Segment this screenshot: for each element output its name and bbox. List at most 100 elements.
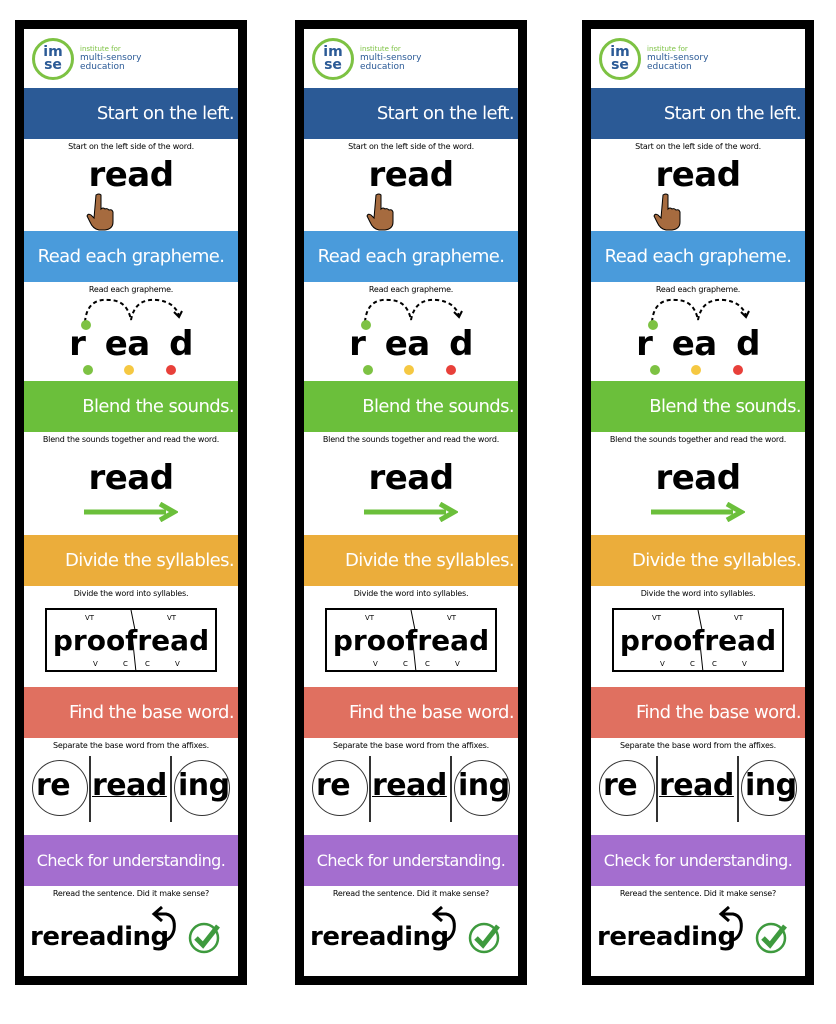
- grapheme: d: [169, 324, 193, 364]
- step-word: read: [655, 155, 741, 195]
- step-caption: Divide the word into syllables.: [353, 589, 469, 598]
- imse-logo: im se institute for multi-sensory education: [304, 29, 518, 88]
- grapheme-row: r ea d: [24, 324, 238, 364]
- sound-dot-yellow: [124, 365, 134, 375]
- reread-arrow-icon: [718, 905, 743, 942]
- imse-logo: im se institute for multi-sensory education: [24, 29, 238, 88]
- step-caption: Read each grapheme.: [368, 285, 454, 294]
- step-header-check: Check for understanding.: [304, 835, 518, 886]
- grapheme: ea: [104, 324, 151, 364]
- step-base-word: Separate the base word from the affixes.…: [591, 738, 805, 835]
- step-start-left: Start on the left side of the word. read: [24, 139, 238, 231]
- grapheme-row: r ea d: [304, 324, 518, 364]
- sound-dot-green: [363, 365, 373, 375]
- vowel-mark: V: [93, 660, 98, 668]
- logo-mark-bottom: se: [44, 56, 62, 73]
- step-header-base-word: Find the base word.: [304, 687, 518, 738]
- consonant-mark: C: [145, 660, 150, 668]
- prefix: re: [316, 768, 351, 803]
- step-base-word: Separate the base word from the affixes.…: [304, 738, 518, 835]
- step-header-blend: Blend the sounds.: [304, 381, 518, 432]
- step-header-blend: Blend the sounds.: [591, 381, 805, 432]
- syllable-word: proofread: [47, 624, 215, 657]
- syllable-type-mark: VT: [85, 614, 95, 622]
- step-word: rereading: [310, 922, 449, 952]
- syllable-box: VT VT proofread V C C V: [325, 608, 497, 672]
- step-header-graphemes: Read each grapheme.: [591, 231, 805, 282]
- step-header-start-left: Start on the left.: [591, 88, 805, 139]
- step-header-syllables: Divide the syllables.: [304, 535, 518, 586]
- syllable-type-mark: VT: [447, 614, 457, 622]
- suffix: ing: [745, 768, 797, 803]
- sound-dot-green: [83, 365, 93, 375]
- prefix-circle: [312, 760, 368, 816]
- step-start-left: Start on the left side of the word. read: [591, 139, 805, 231]
- bookmark-2: im se institute for multi-sensory education…: [295, 20, 527, 985]
- divider: [369, 756, 371, 822]
- step-syllables: Divide the word into syllables. VT VT pr…: [304, 586, 518, 687]
- consonant-mark: C: [712, 660, 717, 668]
- syllable-divider: [410, 610, 417, 672]
- right-arrow-icon: [84, 502, 178, 522]
- logo-mark: im se: [599, 37, 641, 80]
- step-header-start-left: Start on the left.: [24, 88, 238, 139]
- step-graphemes: Read each grapheme. r ea d: [591, 282, 805, 381]
- logo-line1: institute for: [647, 45, 688, 53]
- vowel-mark: V: [373, 660, 378, 668]
- step-header-graphemes: Read each grapheme.: [24, 231, 238, 282]
- grapheme: r: [349, 324, 366, 364]
- vowel-mark: V: [175, 660, 180, 668]
- base-word: read: [659, 768, 734, 803]
- logo-line3: education: [80, 62, 125, 72]
- step-header-check: Check for understanding.: [24, 835, 238, 886]
- grapheme: r: [636, 324, 653, 364]
- suffix: ing: [178, 768, 230, 803]
- step-word: read: [368, 155, 454, 195]
- step-caption: Blend the sounds together and read the w…: [609, 435, 787, 444]
- syllable-divider: [130, 610, 137, 672]
- sound-dot-yellow: [691, 365, 701, 375]
- step-word: read: [88, 458, 174, 498]
- reread-arrow-icon: [431, 905, 456, 942]
- step-syllables: Divide the word into syllables. VT VT pr…: [591, 586, 805, 687]
- step-caption: Reread the sentence. Did it make sense?: [619, 889, 777, 898]
- step-header-blend: Blend the sounds.: [24, 381, 238, 432]
- bookmark-1: im se institute for multi-sensory education…: [15, 20, 247, 985]
- vowel-mark: V: [660, 660, 665, 668]
- logo-mark-bottom: se: [611, 56, 629, 73]
- step-blend: Blend the sounds together and read the w…: [24, 432, 238, 535]
- logo-line3: education: [360, 62, 405, 72]
- checkmark-circle-icon: [188, 922, 220, 954]
- pointing-hand-icon: [653, 193, 681, 231]
- vowel-mark: V: [742, 660, 747, 668]
- bookmark-3: im se institute for multi-sensory education…: [582, 20, 814, 985]
- checkmark-circle-icon: [468, 922, 500, 954]
- step-caption: Read each grapheme.: [88, 285, 174, 294]
- syllable-box: VT VT proofread V C C V: [612, 608, 784, 672]
- consonant-mark: C: [690, 660, 695, 668]
- step-word: read: [368, 458, 454, 498]
- dashed-arcs-icon: [651, 298, 750, 323]
- syllable: proof: [52, 624, 138, 657]
- prefix-circle: [599, 760, 655, 816]
- syllable-type-mark: VT: [365, 614, 375, 622]
- logo-line1: institute for: [360, 45, 401, 53]
- prefix-circle: [32, 760, 88, 816]
- step-blend: Blend the sounds together and read the w…: [304, 432, 518, 535]
- logo-mark-top: im: [610, 43, 630, 60]
- syllable-type-mark: VT: [652, 614, 662, 622]
- logo-mark: im se: [32, 37, 74, 80]
- step-header-base-word: Find the base word.: [591, 687, 805, 738]
- step-caption: Separate the base word from the affixes.: [620, 741, 776, 750]
- dashed-arcs-icon: [364, 298, 463, 323]
- start-dot: [81, 320, 91, 330]
- prefix: re: [603, 768, 638, 803]
- consonant-mark: C: [425, 660, 430, 668]
- divider: [89, 756, 91, 822]
- divider: [737, 756, 739, 822]
- grapheme: ea: [384, 324, 431, 364]
- step-word: rereading: [597, 922, 736, 952]
- sound-dot-red: [733, 365, 743, 375]
- syllable: proof: [332, 624, 418, 657]
- logo-line2: multi-sensory: [80, 53, 142, 63]
